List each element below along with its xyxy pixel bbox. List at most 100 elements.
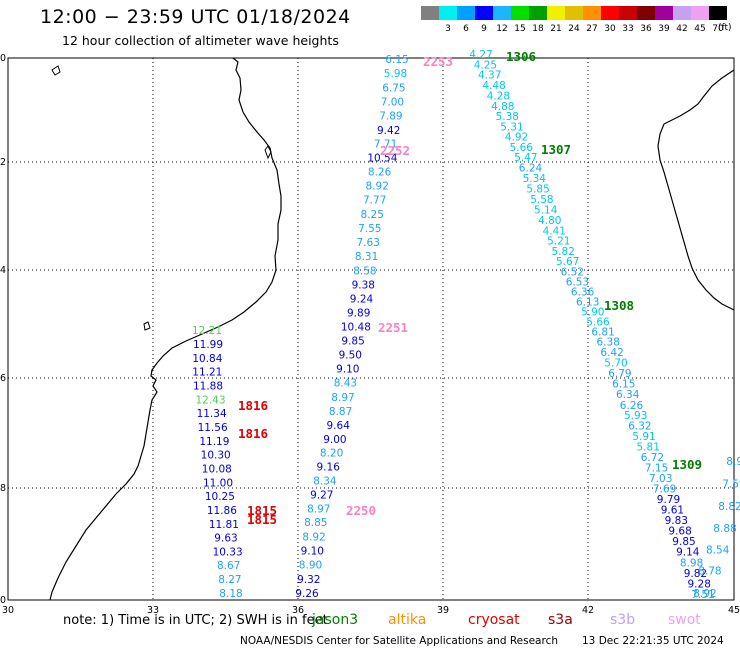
swh-label-west: 11.81	[209, 519, 239, 531]
scale-swatch	[493, 6, 511, 20]
swh-label-east: 5.31	[500, 121, 523, 133]
scale-swatch	[583, 6, 601, 20]
scale-label: 15	[514, 24, 526, 34]
swh-label-mid: 9.85	[341, 336, 364, 348]
swh-label-east: 6.42	[600, 347, 623, 359]
mission-cryosat: cryosat	[468, 612, 520, 628]
axis-ticks: 30 33 36 39 42 45 -20 -22 -24 -26 -28 -30	[0, 53, 740, 616]
swh-label-mid: 6.75	[382, 82, 405, 94]
pass-id-1816: 1816	[238, 426, 268, 441]
swh-label-west: 8.67	[217, 560, 240, 572]
swh-label-east: 5.58	[530, 194, 553, 206]
swh-label-east: 5.82	[552, 246, 575, 258]
scale-label: 45	[694, 24, 706, 34]
lon-tick-label: 36	[292, 605, 304, 616]
swh-label-east: 5.90	[581, 307, 604, 319]
swh-label-mid: 8.26	[368, 167, 392, 179]
pass-id-2250: 2250	[346, 503, 376, 518]
swh-label-east: 9.61	[661, 505, 684, 517]
swh-label-mid: 8.43	[334, 378, 357, 390]
swh-label-east: 4.41	[543, 225, 566, 237]
lat-tick-label: -22	[0, 157, 6, 168]
swh-label-east: 6.81	[591, 327, 614, 339]
swh-label-east: 4.27	[469, 49, 492, 61]
swh-label-west: 11.86	[207, 505, 237, 517]
swh-label-east: 7.69	[653, 483, 676, 495]
swh-label-mid: 9.64	[327, 420, 351, 432]
lon-tick-label: 30	[2, 605, 14, 616]
pass-id-2251: 2251	[378, 320, 408, 335]
swh-label-east: 5.67	[556, 256, 579, 268]
swh-label-mid: 8.25	[361, 209, 384, 221]
swh-label-east: 5.70	[604, 358, 627, 370]
swh-label-east2: 8.88	[713, 523, 736, 535]
swh-label-mid: 8.20	[320, 448, 343, 460]
swh-label-east: 7.15	[645, 462, 668, 474]
coastal-islet	[143, 321, 151, 331]
lat-tick-label: -26	[0, 373, 6, 384]
swh-label-mid: 9.32	[297, 574, 320, 586]
scale-label: 39	[658, 24, 670, 34]
swh-label-east: 6.36	[571, 287, 595, 299]
scale-swatch	[547, 6, 565, 20]
swh-label-east: 4.88	[491, 101, 514, 113]
scale-label: 3	[445, 24, 451, 34]
swh-label-west: 11.99	[193, 339, 223, 351]
swh-label-east: 6.79	[608, 368, 631, 380]
lat-lon-grid	[8, 58, 734, 600]
scale-label: 18	[532, 24, 544, 34]
pass-id-1306: 1306	[506, 49, 536, 64]
swh-label-east: 5.91	[632, 431, 655, 443]
swh-label-east2: 8.92	[693, 588, 716, 600]
pass-id-2252: 2252	[380, 143, 410, 158]
swh-label-mid: 8.92	[302, 531, 325, 543]
swh-label-west: 10.84	[192, 353, 222, 365]
mozambique-island	[264, 145, 272, 160]
mission-s3b: s3b	[610, 612, 636, 628]
pass-id-1815: 1815	[247, 512, 277, 527]
swh-label-mid: 9.10	[336, 364, 359, 376]
swh-label-mid: 9.42	[377, 125, 400, 137]
swh-label-mid: 7.55	[358, 223, 381, 235]
pass-id-1309: 1309	[672, 457, 702, 472]
swh-label-west: 9.63	[214, 533, 237, 545]
swh-label-east: 4.92	[505, 132, 528, 144]
scale-label: 12	[496, 24, 508, 34]
swh-label-mid: 9.10	[301, 546, 324, 558]
mission-swot: swot	[668, 612, 701, 628]
swh-label-east: 6.53	[566, 277, 589, 289]
swh-label-east: 5.66	[586, 317, 610, 329]
swh-label-east: 4.37	[478, 70, 501, 82]
swh-label-mid: 9.16	[317, 462, 341, 474]
swh-label-mid: 8.34	[313, 475, 337, 487]
lon-tick-label: 33	[147, 605, 159, 616]
swh-label-east: 9.85	[672, 536, 695, 548]
swh-label-east: 6.34	[616, 389, 640, 401]
swh-label-east: 6.52	[561, 267, 584, 279]
swh-label-west: 11.00	[203, 477, 233, 489]
mission-altika: altika	[388, 612, 427, 628]
swh-label-mid: 5.98	[384, 68, 407, 80]
swh-label-east: 4.80	[538, 215, 561, 227]
swh-label-mid: 9.50	[339, 350, 362, 362]
swh-label-mid: 9.27	[310, 489, 333, 501]
swh-label-east: 4.28	[487, 90, 510, 102]
swh-label-mid: 7.77	[363, 195, 386, 207]
scale-swatch	[529, 6, 547, 20]
swh-label-mid: 8.87	[329, 406, 352, 418]
scale-swatch	[619, 6, 637, 20]
scale-label: 36	[640, 24, 652, 34]
swh-label-west: 11.34	[197, 408, 227, 420]
swh-label-mid: 10.48	[341, 322, 371, 334]
africa-coastline	[49, 57, 282, 601]
scale-swatch	[475, 6, 493, 20]
swh-label-mid: 7.89	[379, 111, 402, 123]
scale-label: 6	[463, 24, 469, 34]
lon-tick-label: 42	[582, 605, 594, 616]
swh-label-mid: 7.00	[381, 97, 404, 109]
scale-swatch	[457, 6, 475, 20]
swh-label-mid: 8.90	[299, 560, 322, 572]
swh-label-east: 5.66	[510, 142, 534, 154]
swh-label-west: 11.21	[192, 367, 222, 379]
swh-label-east: 9.83	[665, 515, 688, 527]
